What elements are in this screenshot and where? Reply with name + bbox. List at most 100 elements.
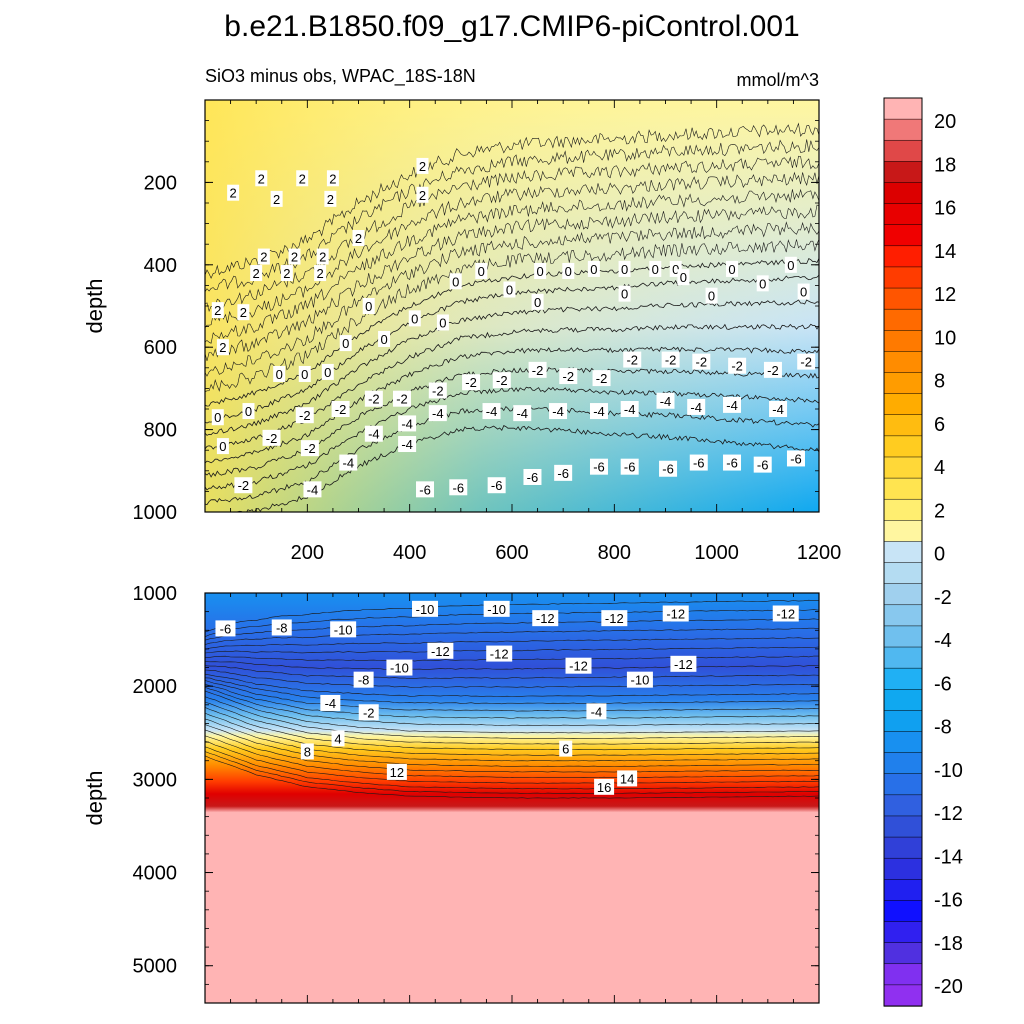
contour-line — [205, 684, 819, 719]
contour-label: 0 — [365, 299, 372, 314]
contour-label: -4 — [772, 402, 784, 417]
contour-label-box — [549, 403, 568, 420]
contour-label-box — [589, 458, 608, 475]
colorbar-swatch — [883, 667, 923, 690]
contour-label: -6 — [757, 458, 769, 473]
colorbar-label: 0 — [934, 544, 945, 566]
contour-label-box — [339, 335, 352, 352]
colorbar-label: -8 — [934, 717, 952, 739]
contour-label-box — [378, 330, 391, 347]
colorbar: 20181614121086420-2-4-6-8-10-12-14-16-18… — [883, 97, 963, 1007]
contour-label-box — [797, 353, 816, 370]
x-tick-label: 600 — [495, 542, 528, 564]
contour-label-box — [280, 265, 293, 282]
contour-label-box — [353, 671, 374, 688]
colorbar-label: -12 — [934, 803, 963, 825]
contour-label: -6 — [452, 480, 464, 495]
colorbar-label: -18 — [934, 933, 963, 955]
contour-line — [205, 122, 819, 279]
contour-label-box — [589, 403, 608, 420]
contour-label-box — [211, 409, 224, 426]
contour-label-box — [227, 184, 240, 201]
contour-label: 0 — [342, 336, 349, 351]
contour-label: 0 — [708, 289, 715, 304]
contour-line — [205, 171, 819, 328]
contour-label-box — [416, 157, 429, 174]
contour-label-box — [532, 610, 559, 627]
contour-label-box — [428, 382, 447, 399]
colorbar-label: -10 — [934, 760, 963, 782]
contour-line — [205, 729, 819, 773]
top-panel-warm-overlay — [205, 100, 819, 512]
contour-label-box — [565, 657, 592, 674]
contour-label-box — [797, 283, 810, 300]
contour-label: -2 — [396, 392, 408, 407]
contour-label-box — [358, 704, 379, 721]
colorbar-swatch — [883, 287, 923, 310]
colorbar-label: 16 — [934, 198, 956, 220]
contour-label-box — [416, 186, 429, 203]
contour-label: 0 — [301, 367, 308, 382]
y-tick-label: 400 — [144, 255, 177, 277]
contour-label-box — [364, 425, 383, 442]
colorbar-swatch — [883, 477, 923, 500]
contour-label-box — [592, 370, 611, 387]
bottom-ylabel: depth — [82, 770, 107, 825]
contour-line — [205, 386, 819, 491]
contour-label: 2 — [253, 266, 260, 281]
colorbar-label: -16 — [934, 890, 963, 912]
contour-label: 8 — [304, 744, 311, 759]
contour-label: -10 — [487, 602, 506, 617]
contour-label-box — [786, 450, 805, 467]
contour-label: -2 — [335, 402, 347, 417]
contour-label: -4 — [593, 404, 605, 419]
contour-label: -2 — [696, 355, 708, 370]
contour-label: -4 — [660, 394, 672, 409]
colorbar-swatch — [883, 203, 923, 226]
x-tick-label: 1000 — [694, 542, 739, 564]
x-tick-label: 200 — [291, 542, 324, 564]
contour-label-box — [562, 262, 575, 279]
contour-label: -12 — [431, 644, 450, 659]
contour-label: -2 — [299, 408, 311, 423]
colorbar-label: 20 — [934, 111, 956, 133]
colorbar-swatch — [883, 182, 923, 205]
contour-label: -2 — [800, 355, 812, 370]
contour-label: 2 — [355, 231, 362, 246]
contour-label: -6 — [220, 621, 232, 636]
contour-label: 2 — [291, 250, 298, 265]
contour-label: 4 — [334, 731, 341, 746]
contour-label: -12 — [605, 611, 624, 626]
contour-label: -2 — [432, 383, 444, 398]
contour-label: 2 — [219, 340, 226, 355]
colorbar-swatch — [883, 710, 923, 733]
contour-label: 0 — [680, 270, 687, 285]
contour-label: 0 — [672, 262, 679, 277]
contour-label-box — [620, 458, 639, 475]
contour-label: -4 — [432, 406, 444, 421]
contour-label: -12 — [536, 611, 555, 626]
contour-label: -2 — [368, 392, 380, 407]
contour-label-box — [331, 730, 345, 747]
contour-label-box — [784, 256, 797, 273]
contour-label-box — [300, 440, 319, 457]
contour-label-box — [257, 248, 270, 265]
contour-label-box — [528, 361, 547, 378]
contour-label-box — [726, 260, 739, 277]
contour-label: -2 — [496, 373, 508, 388]
contour-label: 2 — [419, 159, 426, 174]
contour-label: 0 — [621, 262, 628, 277]
contour-label-box — [723, 396, 742, 413]
colorbar-swatch — [883, 245, 923, 268]
colorbar-label: 12 — [934, 284, 956, 306]
contour-label-box — [436, 314, 449, 331]
contour-label-box — [475, 262, 488, 279]
colorbar-swatch — [883, 224, 923, 247]
contour-label-box — [298, 365, 311, 382]
figure-title: b.e21.B1850.f09_g17.CMIP6-piControl.001 — [224, 10, 799, 43]
y-tick-label: 600 — [144, 337, 177, 359]
contour-label: -4 — [342, 456, 354, 471]
contour-label: -6 — [557, 466, 569, 481]
